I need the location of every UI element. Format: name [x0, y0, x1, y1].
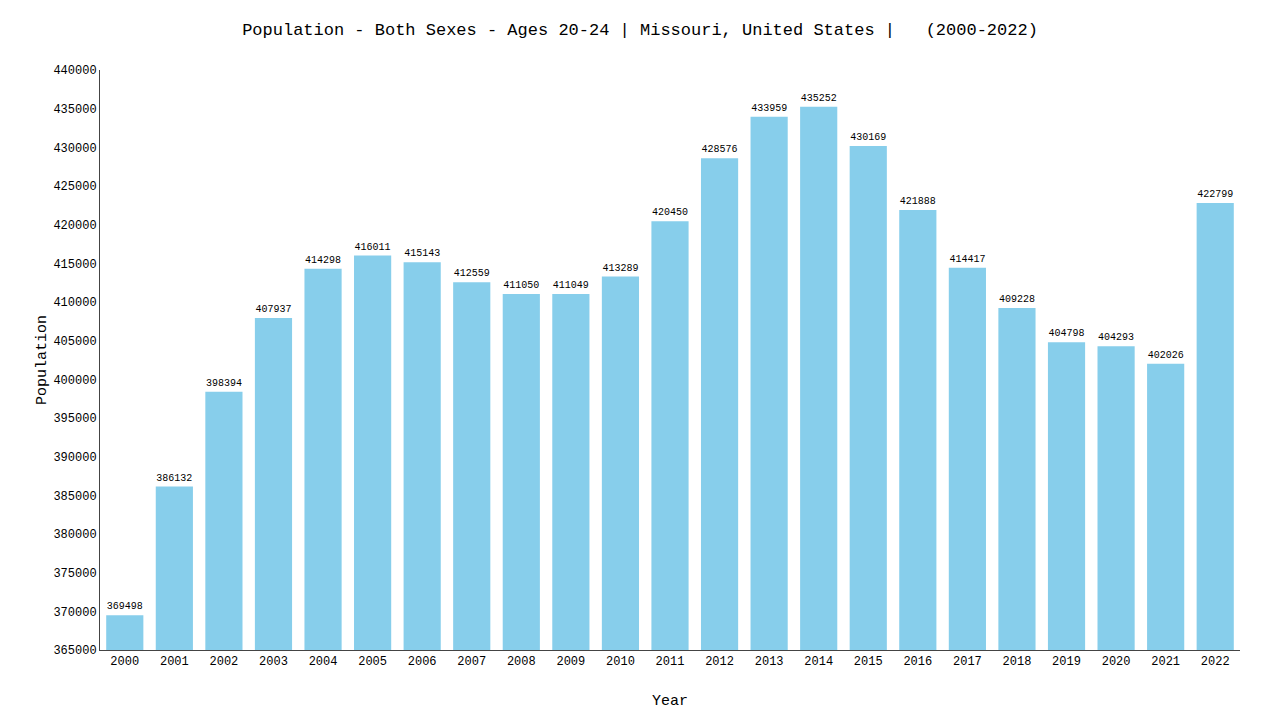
svg-text:2020: 2020 [1102, 655, 1131, 669]
svg-text:411050: 411050 [503, 280, 539, 291]
svg-text:413289: 413289 [602, 263, 638, 274]
svg-text:435000: 435000 [53, 103, 96, 117]
svg-text:Year: Year [652, 693, 688, 710]
svg-text:414298: 414298 [305, 255, 341, 266]
svg-text:390000: 390000 [53, 451, 96, 465]
svg-text:405000: 405000 [53, 335, 96, 349]
svg-text:440000: 440000 [53, 64, 96, 78]
svg-text:404293: 404293 [1098, 332, 1134, 343]
svg-text:2005: 2005 [358, 655, 387, 669]
svg-text:380000: 380000 [53, 528, 96, 542]
svg-text:2000: 2000 [110, 655, 139, 669]
svg-text:2021: 2021 [1151, 655, 1180, 669]
svg-text:2009: 2009 [556, 655, 585, 669]
svg-text:2017: 2017 [953, 655, 982, 669]
svg-text:433959: 433959 [751, 103, 787, 114]
svg-text:2010: 2010 [606, 655, 635, 669]
svg-text:365000: 365000 [53, 644, 96, 658]
svg-text:385000: 385000 [53, 490, 96, 504]
svg-text:422799: 422799 [1197, 189, 1233, 200]
svg-text:2018: 2018 [1003, 655, 1032, 669]
svg-text:409228: 409228 [999, 294, 1035, 305]
svg-text:2022: 2022 [1201, 655, 1230, 669]
svg-text:2006: 2006 [408, 655, 437, 669]
svg-text:369498: 369498 [107, 601, 143, 612]
svg-text:2015: 2015 [854, 655, 883, 669]
svg-text:2004: 2004 [309, 655, 338, 669]
svg-text:415000: 415000 [53, 258, 96, 272]
svg-text:375000: 375000 [53, 567, 96, 581]
svg-text:412559: 412559 [454, 268, 490, 279]
svg-text:2012: 2012 [705, 655, 734, 669]
svg-text:420450: 420450 [652, 207, 688, 218]
svg-text:430169: 430169 [850, 132, 886, 143]
svg-text:407937: 407937 [255, 304, 291, 315]
svg-text:2007: 2007 [457, 655, 486, 669]
svg-text:411049: 411049 [553, 280, 589, 291]
svg-text:2003: 2003 [259, 655, 288, 669]
svg-text:Population - Both Sexes - Ages: Population - Both Sexes - Ages 20-24 | M… [242, 21, 1038, 40]
svg-text:410000: 410000 [53, 296, 96, 310]
svg-text:2008: 2008 [507, 655, 536, 669]
svg-text:386132: 386132 [156, 473, 192, 484]
svg-text:416011: 416011 [355, 242, 391, 253]
svg-text:398394: 398394 [206, 378, 242, 389]
svg-text:428576: 428576 [702, 144, 738, 155]
svg-text:435252: 435252 [801, 93, 837, 104]
svg-text:414417: 414417 [949, 254, 985, 265]
svg-text:2002: 2002 [210, 655, 239, 669]
svg-text:2014: 2014 [804, 655, 833, 669]
svg-text:2013: 2013 [755, 655, 784, 669]
svg-text:370000: 370000 [53, 606, 96, 620]
svg-text:2011: 2011 [656, 655, 685, 669]
svg-text:421888: 421888 [900, 196, 936, 207]
svg-text:402026: 402026 [1148, 350, 1184, 361]
svg-text:2016: 2016 [903, 655, 932, 669]
svg-text:420000: 420000 [53, 219, 96, 233]
svg-text:430000: 430000 [53, 142, 96, 156]
svg-text:404798: 404798 [1049, 328, 1085, 339]
svg-text:2019: 2019 [1052, 655, 1081, 669]
svg-text:400000: 400000 [53, 374, 96, 388]
svg-text:Population: Population [34, 315, 51, 405]
svg-text:395000: 395000 [53, 412, 96, 426]
svg-text:2001: 2001 [160, 655, 189, 669]
svg-text:415143: 415143 [404, 248, 440, 259]
svg-text:425000: 425000 [53, 180, 96, 194]
